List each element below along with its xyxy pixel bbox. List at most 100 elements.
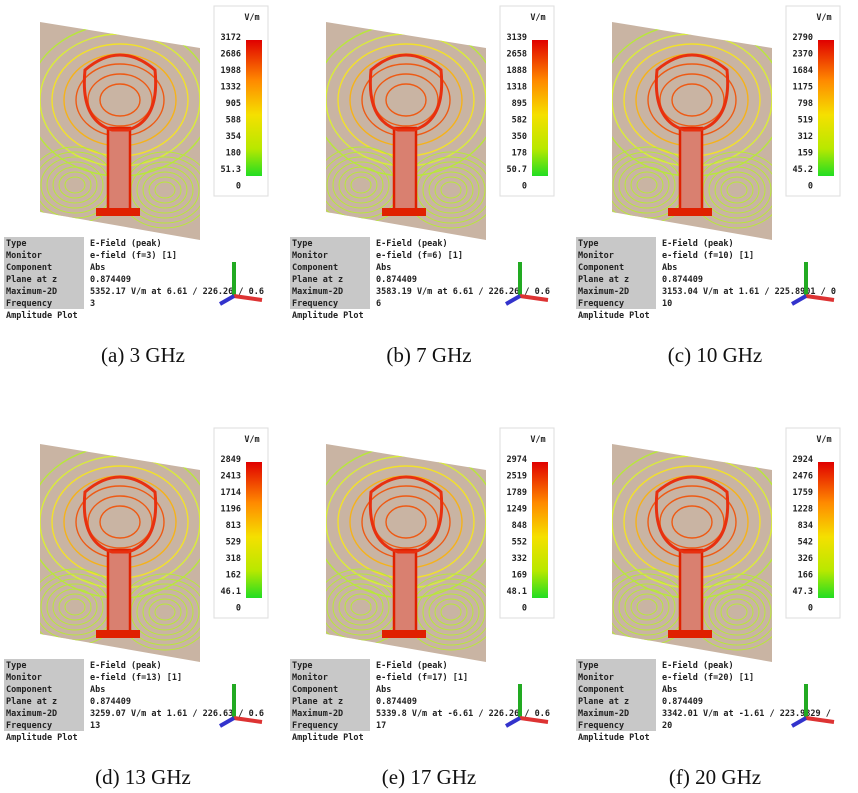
info-value: 0.874409 (662, 275, 703, 285)
axis-z (792, 296, 806, 304)
info-value: E-Field (peak) (90, 238, 162, 249)
info-value: 0.874409 (376, 275, 417, 285)
info-label: Type (578, 661, 598, 671)
info-value: e-field (f=3) [1] (90, 250, 177, 261)
info-footer: Amplitude Plot (578, 732, 650, 743)
scale-label: 2658 (507, 50, 527, 60)
legend-unit: V/m (530, 13, 545, 23)
colorbar (246, 462, 262, 598)
info-label: Monitor (6, 250, 42, 261)
scale-label: 159 (798, 149, 813, 159)
info-value: Abs (90, 685, 105, 695)
scale-label: 2519 (507, 472, 527, 482)
scale-label: 0 (808, 604, 813, 614)
panel: V/m317226861988133290558835418051.30Type… (4, 6, 268, 367)
scale-label: 1175 (793, 83, 813, 93)
feed-line (394, 550, 416, 636)
info-label: Monitor (292, 250, 328, 261)
scale-label: 834 (798, 521, 813, 531)
scale-label: 50.7 (507, 165, 527, 175)
info-label: Maximum-2D (6, 286, 57, 297)
scale-label: 1249 (507, 505, 527, 515)
info-value: 0.874409 (662, 697, 703, 707)
legend-unit: V/m (244, 435, 259, 445)
colorbar (818, 462, 834, 598)
info-label: Plane at z (292, 697, 343, 707)
info-label: Plane at z (6, 697, 57, 707)
info-label: Maximum-2D (292, 286, 343, 297)
scale-label: 2849 (221, 455, 241, 465)
info-label: Maximum-2D (578, 286, 629, 297)
caption: (e) 17 GHz (382, 765, 476, 789)
scale-label: 519 (798, 116, 813, 126)
info-label: Frequency (292, 721, 338, 731)
colorbar (532, 40, 548, 176)
scale-label: 3172 (221, 33, 241, 43)
scale-label: 1888 (507, 66, 527, 76)
axis-z (220, 296, 234, 304)
info-label: Maximum-2D (6, 708, 57, 719)
scale-label: 798 (798, 99, 813, 109)
scale-label: 1228 (793, 505, 813, 515)
info-label: Component (292, 263, 338, 273)
scale-label: 1196 (221, 505, 241, 515)
legend-unit: V/m (816, 435, 831, 445)
info-value: E-Field (peak) (662, 660, 734, 671)
ground (668, 630, 712, 638)
scale-label: 0 (236, 182, 241, 192)
field-plot (28, 444, 212, 662)
colorbar (532, 462, 548, 598)
scale-label: 312 (798, 132, 813, 142)
scale-label: 2686 (221, 50, 241, 60)
info-label: Component (6, 263, 52, 273)
info-value: e-field (f=13) [1] (90, 672, 182, 683)
info-label: Plane at z (292, 275, 343, 285)
scale-label: 905 (226, 99, 241, 109)
caption: (d) 13 GHz (95, 765, 191, 789)
axis-z (506, 718, 520, 726)
colorbar (818, 40, 834, 176)
info-value: E-Field (peak) (376, 238, 448, 249)
info-label: Plane at z (6, 275, 57, 285)
info-footer: Amplitude Plot (292, 732, 364, 743)
axis-z (792, 718, 806, 726)
info-value: Abs (662, 263, 677, 273)
scale-label: 3139 (507, 33, 527, 43)
info-value: E-Field (peak) (662, 238, 734, 249)
caption: (a) 3 GHz (101, 343, 185, 367)
info-label: Plane at z (578, 275, 629, 285)
info-label: Type (6, 661, 26, 671)
info-footer: Amplitude Plot (292, 310, 364, 321)
info-value: 6 (376, 299, 381, 309)
info-value: e-field (f=20) [1] (662, 672, 754, 683)
caption: (f) 20 GHz (669, 765, 761, 789)
info-footer: Amplitude Plot (6, 732, 78, 743)
info-value: 17 (376, 721, 386, 731)
feed-line (680, 550, 702, 636)
scale-label: 350 (512, 132, 527, 142)
info-value: 0.874409 (90, 697, 131, 707)
field-plot (314, 22, 498, 240)
scale-label: 1684 (793, 66, 813, 76)
feed-line (680, 128, 702, 214)
scale-label: 166 (798, 571, 813, 581)
panel: V/m279023701684117579851931215945.20Type… (576, 6, 840, 367)
scale-label: 2924 (793, 455, 813, 465)
scale-label: 180 (226, 149, 241, 159)
info-label: Monitor (578, 250, 614, 261)
info-label: Type (292, 239, 312, 249)
feed-line (108, 550, 130, 636)
scale-label: 582 (512, 116, 527, 126)
scale-label: 45.2 (793, 165, 813, 175)
ground (382, 630, 426, 638)
legend-unit: V/m (530, 435, 545, 445)
scale-label: 0 (236, 604, 241, 614)
scale-label: 354 (226, 132, 241, 142)
info-footer: Amplitude Plot (578, 310, 650, 321)
info-label: Component (578, 263, 624, 273)
scale-label: 813 (226, 521, 241, 531)
scale-label: 318 (226, 554, 241, 564)
info-label: Frequency (578, 299, 624, 309)
info-label: Plane at z (578, 697, 629, 707)
scale-label: 588 (226, 116, 241, 126)
